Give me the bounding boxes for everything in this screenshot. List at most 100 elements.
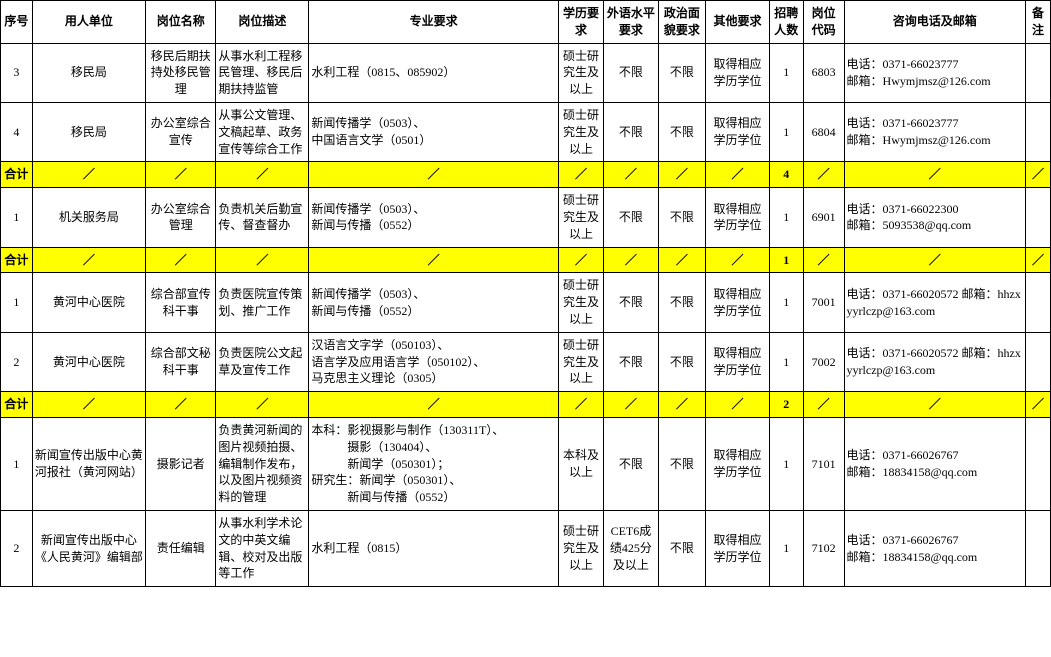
cell-other: 取得相应学历学位 — [706, 102, 769, 161]
cell-edu: 硕士研究生及以上 — [558, 273, 603, 332]
subtotal-slash: ／ — [706, 247, 769, 273]
header-post-name: 岗位名称 — [146, 1, 216, 44]
cell-edu: 硕士研究生及以上 — [558, 43, 603, 102]
cell-seq: 1 — [1, 188, 33, 247]
cell-edu: 硕士研究生及以上 — [558, 332, 603, 391]
subtotal-slash: ／ — [309, 162, 558, 188]
cell-post-desc: 负责黄河新闻的图片视频拍摄、编辑制作发布，以及图片视频资料的管理 — [216, 417, 309, 510]
cell-post-name: 综合部宣传科干事 — [146, 273, 216, 332]
subtotal-row: 合计／／／／／／／／2／／／ — [1, 392, 1051, 418]
header-code: 岗位代码 — [803, 1, 844, 44]
cell-politics: 不限 — [658, 510, 706, 586]
cell-note — [1025, 510, 1050, 586]
table-row: 1 黄河中心医院综合部宣传科干事负责医院宣传策划、推广工作新闻传播学（0503）、… — [1, 273, 1051, 332]
cell-post-name: 综合部文秘科干事 — [146, 332, 216, 391]
cell-unit: 黄河中心医院 — [32, 273, 145, 332]
cell-num: 1 — [769, 273, 803, 332]
subtotal-slash: ／ — [844, 392, 1025, 418]
subtotal-slash: ／ — [146, 247, 216, 273]
cell-note — [1025, 332, 1050, 391]
cell-lang: 不限 — [604, 273, 658, 332]
cell-post-name: 移民后期扶持处移民管理 — [146, 43, 216, 102]
cell-edu: 硕士研究生及以上 — [558, 510, 603, 586]
cell-unit: 机关服务局 — [32, 188, 145, 247]
cell-contact: 电话：0371-66026767 邮箱：18834158@qq.com — [844, 510, 1025, 586]
cell-contact: 电话：0371-66026767 邮箱：18834158@qq.com — [844, 417, 1025, 510]
subtotal-slash: ／ — [706, 162, 769, 188]
cell-major: 新闻传播学（0503）、 新闻与传播（0552） — [309, 273, 558, 332]
cell-other: 取得相应学历学位 — [706, 43, 769, 102]
header-num: 招聘人数 — [769, 1, 803, 44]
cell-contact: 电话：0371-66023777 邮箱：Hwymjmsz@126.com — [844, 43, 1025, 102]
cell-post-desc: 负责医院公文起草及宣传工作 — [216, 332, 309, 391]
subtotal-slash: ／ — [146, 392, 216, 418]
subtotal-slash: ／ — [146, 162, 216, 188]
cell-edu: 硕士研究生及以上 — [558, 188, 603, 247]
subtotal-slash: ／ — [32, 162, 145, 188]
cell-num: 1 — [769, 510, 803, 586]
cell-major: 水利工程（0815） — [309, 510, 558, 586]
cell-code: 7001 — [803, 273, 844, 332]
cell-lang: 不限 — [604, 102, 658, 161]
subtotal-slash: ／ — [216, 247, 309, 273]
header-politics: 政治面貌要求 — [658, 1, 706, 44]
subtotal-slash: ／ — [558, 392, 603, 418]
cell-unit: 移民局 — [32, 43, 145, 102]
cell-major: 新闻传播学（0503）、 新闻与传播（0552） — [309, 188, 558, 247]
subtotal-slash: ／ — [803, 162, 844, 188]
table-header: 序号 用人单位 岗位名称 岗位描述 专业要求 学历要求 外语水平要求 政治面貌要… — [1, 1, 1051, 44]
subtotal-slash: ／ — [706, 392, 769, 418]
cell-unit: 移民局 — [32, 102, 145, 161]
subtotal-slash: ／ — [216, 162, 309, 188]
cell-politics: 不限 — [658, 417, 706, 510]
subtotal-slash: ／ — [844, 162, 1025, 188]
cell-lang: CET6成绩425分及以上 — [604, 510, 658, 586]
cell-num: 1 — [769, 417, 803, 510]
cell-note — [1025, 417, 1050, 510]
cell-post-desc: 负责医院宣传策划、推广工作 — [216, 273, 309, 332]
cell-code: 6901 — [803, 188, 844, 247]
cell-code: 7102 — [803, 510, 844, 586]
subtotal-slash: ／ — [1025, 162, 1050, 188]
header-edu: 学历要求 — [558, 1, 603, 44]
subtotal-slash: ／ — [1025, 392, 1050, 418]
header-contact: 咨询电话及邮箱 — [844, 1, 1025, 44]
cell-other: 取得相应学历学位 — [706, 332, 769, 391]
subtotal-slash: ／ — [216, 392, 309, 418]
subtotal-label: 合计 — [1, 247, 33, 273]
cell-lang: 不限 — [604, 417, 658, 510]
cell-num: 1 — [769, 102, 803, 161]
cell-major: 汉语言文字学（050103）、 语言学及应用语言学（050102）、 马克思主义… — [309, 332, 558, 391]
table-body: 3移民局移民后期扶持处移民管理从事水利工程移民管理、移民后期扶持监管水利工程（0… — [1, 43, 1051, 587]
header-lang: 外语水平要求 — [604, 1, 658, 44]
header-post-desc: 岗位描述 — [216, 1, 309, 44]
cell-num: 1 — [769, 188, 803, 247]
subtotal-slash: ／ — [558, 162, 603, 188]
cell-edu: 本科及以上 — [558, 417, 603, 510]
subtotal-slash: ／ — [658, 392, 706, 418]
table-row: 1新闻宣传出版中心黄河报社（黄河网站）摄影记者负责黄河新闻的图片视频拍摄、编辑制… — [1, 417, 1051, 510]
header-other: 其他要求 — [706, 1, 769, 44]
subtotal-slash: ／ — [32, 392, 145, 418]
cell-politics: 不限 — [658, 332, 706, 391]
subtotal-slash: ／ — [604, 392, 658, 418]
cell-post-name: 办公室综合管理 — [146, 188, 216, 247]
cell-lang: 不限 — [604, 43, 658, 102]
cell-post-desc: 从事水利工程移民管理、移民后期扶持监管 — [216, 43, 309, 102]
cell-num: 1 — [769, 332, 803, 391]
cell-unit: 新闻宣传出版中心黄河报社（黄河网站） — [32, 417, 145, 510]
cell-politics: 不限 — [658, 102, 706, 161]
cell-note — [1025, 273, 1050, 332]
cell-politics: 不限 — [658, 43, 706, 102]
cell-major: 新闻传播学（0503）、 中国语言文学（0501） — [309, 102, 558, 161]
header-seq: 序号 — [1, 1, 33, 44]
cell-code: 7002 — [803, 332, 844, 391]
cell-post-name: 办公室综合宣传 — [146, 102, 216, 161]
cell-code: 7101 — [803, 417, 844, 510]
cell-unit: 黄河中心医院 — [32, 332, 145, 391]
subtotal-slash: ／ — [309, 247, 558, 273]
cell-major: 水利工程（0815、085902） — [309, 43, 558, 102]
cell-post-desc: 从事水利学术论文的中英文编辑、校对及出版等工作 — [216, 510, 309, 586]
cell-other: 取得相应学历学位 — [706, 188, 769, 247]
subtotal-slash: ／ — [658, 162, 706, 188]
